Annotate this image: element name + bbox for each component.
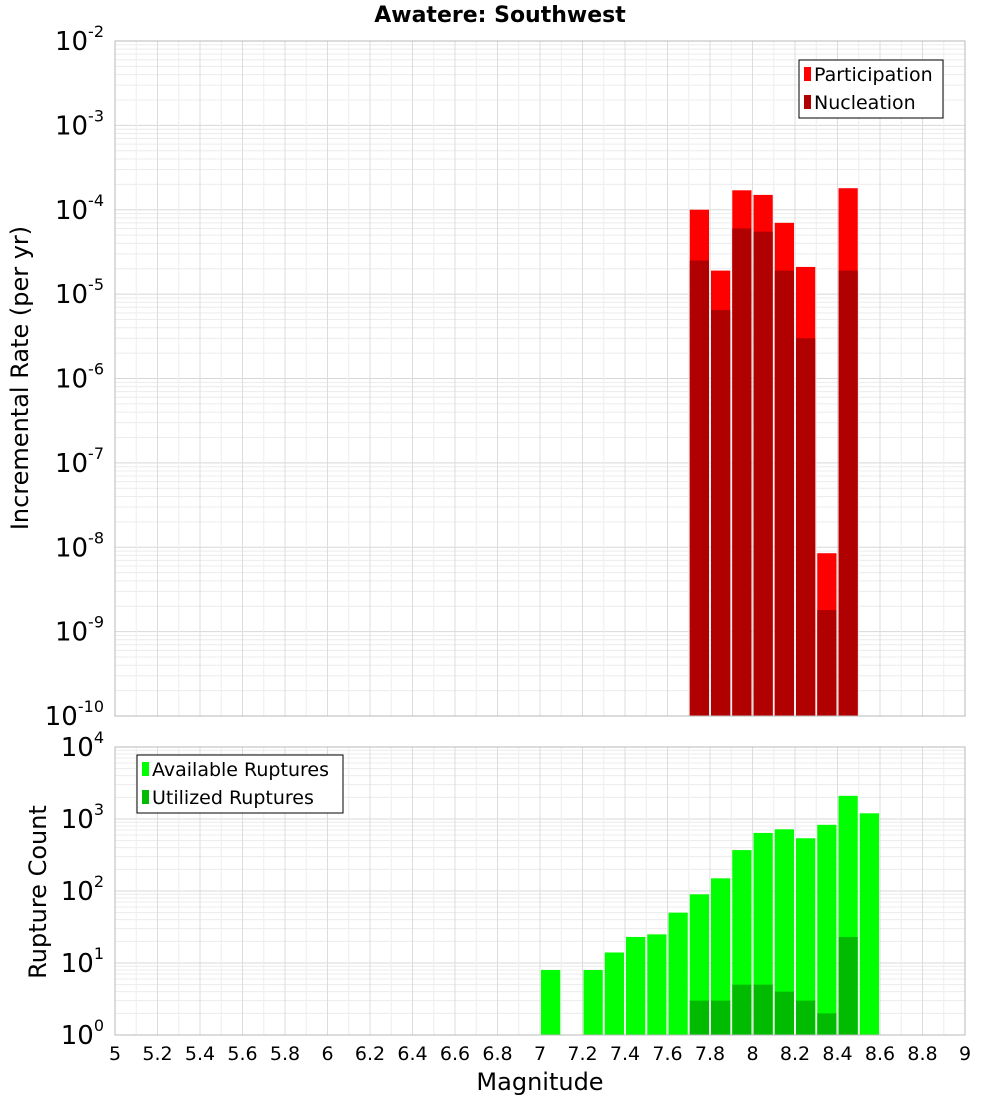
rupture-count-panel: 100 101 102 103 104 Available Ruptures Utilize… xyxy=(61,728,971,1065)
top-bar-nucleation xyxy=(796,338,816,716)
bottom-legend-label: Utilized Ruptures xyxy=(152,787,314,809)
x-tick-label: 7.2 xyxy=(567,1043,597,1065)
x-tick-label: 7.4 xyxy=(610,1043,640,1065)
x-tick-label: 5.6 xyxy=(227,1043,257,1065)
top-bar-nucleation xyxy=(753,231,773,716)
bottom-legend-label: Available Ruptures xyxy=(152,759,329,781)
x-tick-label: 8.6 xyxy=(865,1043,895,1065)
bottom-bar-utilized-ruptures xyxy=(711,1000,731,1035)
x-tick-label: 8 xyxy=(746,1043,758,1065)
top-legend-swatch xyxy=(804,67,811,81)
top-y-tick-label: 10-4 xyxy=(55,191,104,226)
bottom-bar-utilized-ruptures xyxy=(774,991,794,1035)
top-y-tick-label: 10-9 xyxy=(55,613,104,648)
bottom-bar-available-ruptures xyxy=(859,813,879,1035)
top-bar-nucleation xyxy=(774,270,794,716)
bottom-bar-available-ruptures xyxy=(647,934,667,1035)
bottom-bar-utilized-ruptures xyxy=(796,1000,816,1035)
top-plot-frame xyxy=(114,40,966,717)
x-tick-label: 7.6 xyxy=(652,1043,682,1065)
bottom-bar-available-ruptures xyxy=(583,969,603,1035)
bottom-bar-available-ruptures xyxy=(817,824,837,1035)
x-tick-label: 8.4 xyxy=(822,1043,852,1065)
top-y-tick-label: 10-3 xyxy=(55,106,104,141)
bottom-legend-swatch xyxy=(142,790,149,804)
bottom-bar-available-ruptures xyxy=(541,969,561,1035)
top-legend-swatch xyxy=(804,95,811,109)
bottom-y-tick-label: 102 xyxy=(61,872,104,907)
x-tick-label: 6.2 xyxy=(355,1043,385,1065)
bottom-y-tick-label: 101 xyxy=(61,944,104,979)
top-bar-nucleation xyxy=(711,309,731,716)
top-bar-nucleation xyxy=(732,228,752,716)
bottom-y-axis-label: Rupture Count xyxy=(24,805,52,979)
bottom-bar-utilized-ruptures xyxy=(689,1000,709,1035)
bottom-bar-utilized-ruptures xyxy=(817,1013,837,1035)
x-tick-label: 5.8 xyxy=(270,1043,300,1065)
top-y-tick-label: 10-6 xyxy=(55,360,104,395)
bottom-plot-frame xyxy=(114,746,966,1036)
bottom-bar-available-ruptures xyxy=(668,912,688,1035)
bottom-y-tick-label: 103 xyxy=(61,800,104,835)
top-y-tick-label: 10-8 xyxy=(55,528,104,563)
top-y-tick-label: 10-7 xyxy=(55,444,104,479)
top-y-tick-label: 10-5 xyxy=(55,275,104,310)
x-tick-label: 5.4 xyxy=(185,1043,215,1065)
x-tick-label: 5.2 xyxy=(142,1043,172,1065)
bottom-bar-available-ruptures xyxy=(689,894,709,1035)
x-tick-label: 9 xyxy=(959,1043,971,1065)
top-bar-nucleation xyxy=(838,270,858,716)
x-tick-label: 7 xyxy=(534,1043,546,1065)
top-y-axis-label: Incremental Rate (per yr) xyxy=(6,226,34,530)
bottom-legend-box xyxy=(136,754,344,814)
top-legend-label: Participation xyxy=(814,64,933,86)
bottom-bar-available-ruptures xyxy=(626,936,646,1035)
top-y-tick-label: 10-10 xyxy=(45,697,104,732)
bottom-bar-available-ruptures xyxy=(753,832,773,1035)
top-bar-nucleation xyxy=(689,260,709,716)
bottom-bar-available-ruptures xyxy=(774,829,794,1035)
bottom-bar-utilized-ruptures xyxy=(838,936,858,1035)
top-legend-box xyxy=(798,59,944,119)
x-axis-label: Magnitude xyxy=(476,1068,603,1096)
bottom-y-tick-label: 104 xyxy=(61,728,104,763)
x-tick-label: 6.4 xyxy=(397,1043,427,1065)
x-tick-label: 6 xyxy=(321,1043,333,1065)
x-tick-label: 8.2 xyxy=(780,1043,810,1065)
bottom-legend-swatch xyxy=(142,762,149,776)
top-legend-label: Nucleation xyxy=(814,92,916,114)
top-y-tick-label: 10-2 xyxy=(55,22,104,57)
x-tick-label: 7.8 xyxy=(695,1043,725,1065)
bottom-bar-utilized-ruptures xyxy=(753,984,773,1035)
top-bar-nucleation xyxy=(817,610,837,716)
bottom-bar-utilized-ruptures xyxy=(732,984,752,1035)
bottom-bar-available-ruptures xyxy=(604,952,624,1035)
bottom-y-tick-label: 100 xyxy=(61,1016,104,1051)
x-tick-label: 8.8 xyxy=(907,1043,937,1065)
chart-title: Awatere: Southwest xyxy=(374,3,626,28)
x-tick-label: 5 xyxy=(109,1043,121,1065)
bottom-bar-available-ruptures xyxy=(711,878,731,1035)
x-tick-label: 6.8 xyxy=(482,1043,512,1065)
x-tick-label: 6.6 xyxy=(440,1043,470,1065)
bottom-bar-available-ruptures xyxy=(796,838,816,1035)
participation-nucleation-panel: 10-10 10-9 10-8 10-7 10-6 10-5 10-4 10-3 10-2 Par… xyxy=(45,22,966,732)
